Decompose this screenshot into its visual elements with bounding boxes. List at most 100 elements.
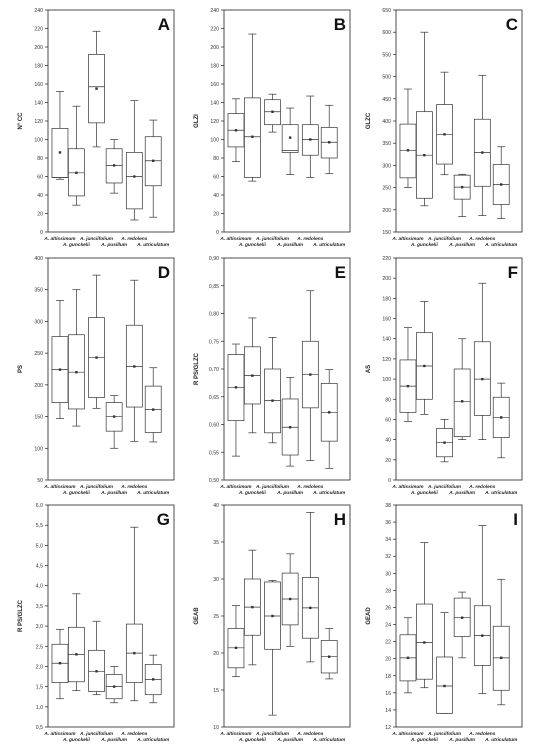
panel-i: 12 14 16 18 20 22 24 26 28 30 32 34 36 38 GEAD I A. alti…	[366, 503, 523, 743]
category-label: A. utriculatum	[312, 737, 346, 743]
y-tick-label: 22	[385, 640, 391, 646]
y-tick-label: 10	[213, 725, 219, 731]
category-label: A. junciifolium	[79, 731, 114, 737]
category-label: A. junciifolium	[255, 236, 290, 242]
category-label: A. pusillum	[448, 490, 476, 496]
y-tick-label: 1,0	[36, 705, 43, 711]
y-tick-label: 300	[34, 319, 43, 325]
y-tick-label: 14	[385, 708, 391, 714]
plot-frame	[47, 257, 175, 481]
y-axis-title: PS	[18, 365, 24, 373]
box-iqr	[125, 152, 143, 210]
y-tick-label: 20	[213, 212, 219, 218]
y-tick-label: 5,0	[36, 543, 43, 549]
category-label: A. pusillum	[448, 242, 476, 248]
category-label: A. utriculatum	[484, 242, 518, 248]
mean-marker	[481, 151, 484, 154]
y-axis-title: R PS/GLZC	[194, 352, 200, 385]
category-label: A. altissimum	[219, 731, 252, 737]
panel-g: 0,5 1,0 1,5 2,0 2,5 3,0 3,5 4,0 4,5 5,0 5,5 6,0 R PS…	[18, 503, 175, 743]
mean-marker	[460, 185, 464, 189]
y-tick-label: 200	[382, 208, 391, 214]
mean-marker	[75, 171, 78, 174]
y-axis-title: R PS/GLZC	[18, 599, 24, 632]
y-tick-label: 180	[210, 64, 219, 70]
y-tick-label: 0	[40, 230, 43, 236]
panel-c: 150 200 250 300 350 400 450 500 550 600 650 GLZC C A.…	[366, 8, 523, 248]
mean-marker	[58, 151, 62, 154]
y-tick-label: 450	[382, 97, 391, 103]
category-label: A. redolens	[120, 484, 147, 490]
category-label: A. utriculatum	[136, 242, 170, 248]
category-label: A. redolens	[468, 731, 495, 737]
y-tick-label: 0,90	[209, 256, 219, 262]
y-tick-label: 500	[382, 75, 391, 81]
category-label: A. altissimum	[43, 236, 76, 242]
y-tick-label: 200	[382, 276, 391, 282]
y-tick-label: 140	[382, 337, 391, 343]
y-axis-title: GLZC	[366, 112, 372, 129]
category-label: A. altissimum	[391, 731, 424, 737]
y-tick-label: 0	[216, 230, 219, 236]
plot-frame	[47, 9, 175, 233]
y-tick-label: 30	[213, 577, 219, 583]
y-tick-label: 3,0	[36, 624, 43, 630]
y-tick-label: 4,0	[36, 584, 43, 590]
category-label: A. gunckelii	[238, 242, 267, 248]
category-label: A. gunckelii	[62, 242, 91, 248]
category-label: A. utriculatum	[136, 490, 170, 496]
y-tick-label: 5,5	[36, 523, 43, 529]
y-tick-label: 30	[385, 571, 391, 577]
plot-frame	[395, 504, 523, 728]
category-label: A. utriculatum	[484, 737, 518, 743]
y-tick-label: 0	[388, 478, 391, 484]
mean-marker	[152, 159, 155, 162]
y-tick-label: 100	[210, 138, 219, 144]
mean-marker	[58, 368, 62, 371]
y-tick-label: 0,85	[209, 284, 219, 290]
mean-marker	[288, 426, 292, 429]
mean-marker	[423, 641, 426, 644]
mean-marker	[95, 670, 98, 673]
mean-marker	[251, 374, 254, 377]
y-tick-label: 220	[34, 27, 43, 33]
y-axis-title: GEAD	[366, 607, 372, 625]
mean-marker	[309, 138, 312, 141]
mean-marker	[406, 656, 410, 660]
mean-marker	[328, 141, 331, 144]
mean-marker	[234, 129, 238, 132]
category-label: A. junciifolium	[79, 484, 114, 490]
mean-marker	[133, 651, 136, 655]
y-tick-label: 100	[382, 377, 391, 383]
mean-marker	[328, 655, 331, 658]
y-axis-title: AS	[366, 365, 372, 373]
mean-marker	[423, 153, 426, 157]
category-label: A. gunckelii	[62, 490, 91, 496]
y-tick-label: 26	[385, 605, 391, 611]
y-tick-label: 250	[34, 351, 43, 357]
mean-marker	[112, 415, 116, 418]
y-tick-label: 140	[210, 101, 219, 107]
mean-marker	[234, 386, 238, 389]
category-label: A. junciifolium	[427, 236, 462, 242]
y-tick-label: 4,5	[36, 564, 43, 570]
mean-marker	[271, 399, 274, 402]
y-tick-label: 200	[34, 45, 43, 51]
y-tick-label: 60	[213, 175, 219, 181]
mean-marker	[443, 684, 446, 688]
y-tick-label: 28	[385, 588, 391, 594]
y-tick-label: 2,0	[36, 664, 43, 670]
y-tick-label: 120	[382, 357, 391, 363]
panel-letter: A	[158, 15, 170, 34]
y-tick-label: 6,0	[36, 503, 43, 509]
mean-marker	[406, 384, 410, 388]
y-tick-label: 150	[382, 230, 391, 236]
y-tick-label: 40	[37, 193, 43, 199]
category-label: A. pusillum	[100, 242, 128, 248]
y-tick-label: 200	[210, 45, 219, 51]
category-label: A. gunckelii	[238, 490, 267, 496]
y-axis-title: GEAB	[194, 607, 200, 625]
y-tick-label: 100	[34, 446, 43, 452]
mean-marker	[133, 365, 136, 368]
